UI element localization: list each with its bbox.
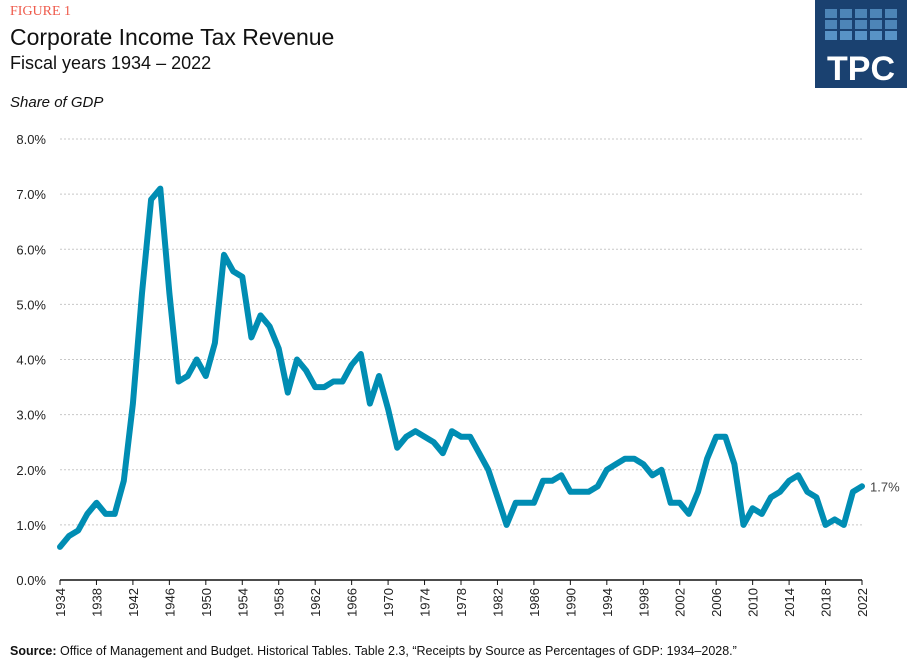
logo-text: TPC [827,50,895,88]
logo-tile [825,9,837,18]
x-tick-label: 1954 [235,588,250,617]
x-tick-label: 1978 [454,588,469,617]
y-tick-label: 5.0% [16,297,46,312]
x-tick-label: 1958 [272,588,287,617]
logo-tile [885,31,897,40]
logo-tile [840,31,852,40]
y-tick-label: 2.0% [16,463,46,478]
x-tick-label: 1942 [126,588,141,617]
logo-graphic: TPC [825,9,897,88]
logo-tile [885,9,897,18]
x-tick-label: 2006 [709,588,724,617]
x-tick-label: 2002 [673,588,688,617]
y-tick-label: 7.0% [16,187,46,202]
y-axis-label: Share of GDP [10,94,104,111]
logo-tile [840,20,852,29]
data-series-line [57,185,865,550]
figure-label: FIGURE 1 [10,4,72,19]
x-tick-label: 2014 [782,588,797,617]
x-tick-label: 2010 [746,588,761,617]
y-tick-label: 4.0% [16,353,46,368]
line-chart: 0.0% 1.0% 2.0% 3.0% 4.0% 5.0% 6.0% 7.0% 8.0% 1934… [16,132,900,617]
logo-tile [870,31,882,40]
logo-tile [825,20,837,29]
logo-tile [885,20,897,29]
logo-tile [855,31,867,40]
chart-title: Corporate Income Tax Revenue [10,24,335,50]
y-tick-label: 0.0% [16,573,46,588]
x-tick-label: 1986 [527,588,542,617]
logo-tile [855,9,867,18]
logo-tile [825,31,837,40]
x-tick-label: 1982 [490,588,505,617]
x-tick-label: 1994 [600,588,615,617]
x-tick-label: 1990 [563,588,578,617]
tpc-logo: TPC [815,0,907,88]
x-tick-label: 1966 [345,588,360,617]
chart-subtitle: Fiscal years 1934 – 2022 [10,53,212,73]
logo-tile [840,9,852,18]
y-tick-label: 8.0% [16,132,46,147]
x-tick-label: 1974 [418,588,433,617]
x-tick-label: 1938 [89,588,104,617]
source-text: Office of Management and Budget. Histori… [60,644,737,658]
source-note: Source: Office of Management and Budget.… [10,644,737,658]
x-tick-label: 1934 [53,588,68,617]
x-tick-label: 1946 [162,588,177,617]
x-tick-label: 2022 [855,588,870,617]
y-tick-label: 6.0% [16,242,46,257]
y-tick-label: 3.0% [16,408,46,423]
x-tick-label: 1998 [636,588,651,617]
y-tick-label: 1.0% [16,518,46,533]
logo-tile [870,20,882,29]
logo-tile [870,9,882,18]
logo-tile [855,20,867,29]
x-tick-label: 1970 [381,588,396,617]
x-tick-label: 2018 [819,588,834,617]
x-tick-label: 1950 [199,588,214,617]
source-label: Source: [10,644,57,658]
x-tick-label: 1962 [308,588,323,617]
end-value-label: 1.7% [870,479,900,494]
